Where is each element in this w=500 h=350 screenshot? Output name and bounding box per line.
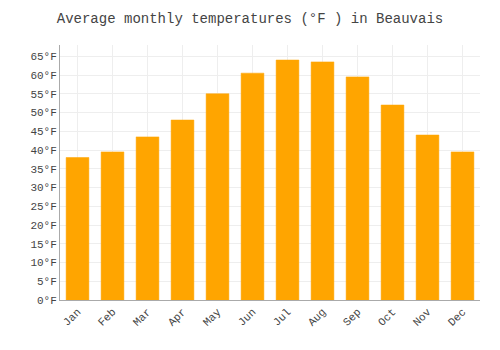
svg-text:Dec: Dec [446, 306, 468, 328]
svg-text:Sep: Sep [341, 306, 363, 328]
svg-text:5°F: 5°F [37, 276, 57, 288]
svg-text:Apr: Apr [166, 306, 188, 328]
svg-text:Mar: Mar [131, 306, 153, 328]
svg-text:45°F: 45°F [30, 126, 56, 138]
svg-text:50°F: 50°F [30, 107, 56, 119]
svg-text:Jun: Jun [236, 306, 258, 328]
svg-text:65°F: 65°F [30, 51, 56, 63]
svg-text:15°F: 15°F [30, 239, 56, 251]
svg-text:Average monthly temperatures (: Average monthly temperatures (°F ) in Be… [57, 11, 443, 27]
svg-text:Jan: Jan [61, 306, 83, 328]
svg-text:Oct: Oct [376, 306, 398, 328]
svg-text:0°F: 0°F [37, 295, 57, 307]
svg-text:35°F: 35°F [30, 164, 56, 176]
svg-text:May: May [201, 306, 224, 329]
svg-text:Nov: Nov [411, 306, 434, 329]
svg-text:40°F: 40°F [30, 145, 56, 157]
svg-text:60°F: 60°F [30, 70, 56, 82]
svg-text:55°F: 55°F [30, 89, 56, 101]
svg-text:25°F: 25°F [30, 201, 56, 213]
svg-text:Jul: Jul [271, 306, 293, 328]
svg-text:30°F: 30°F [30, 182, 56, 194]
svg-text:Aug: Aug [306, 306, 328, 328]
svg-text:20°F: 20°F [30, 220, 56, 232]
svg-text:Feb: Feb [96, 306, 118, 328]
svg-text:10°F: 10°F [30, 257, 56, 269]
